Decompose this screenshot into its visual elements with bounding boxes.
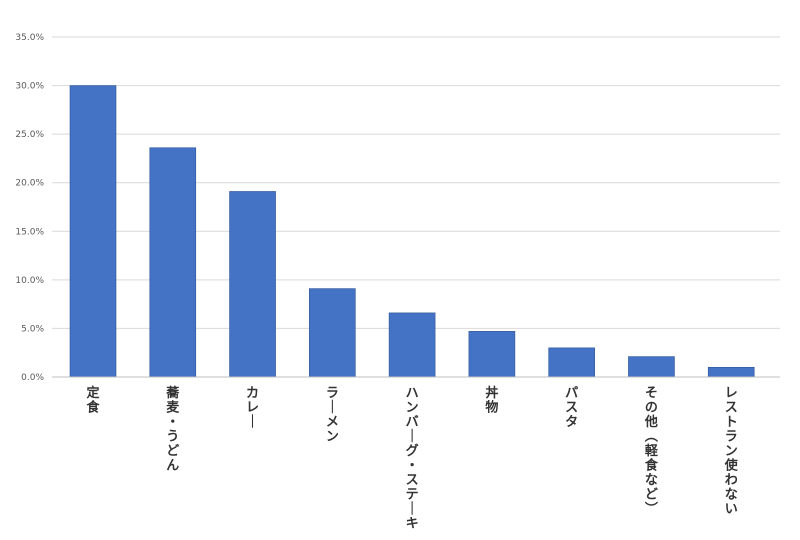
y-tick-label: 30.0% [15,82,44,92]
x-category-label: レストラン使わない [724,386,739,517]
x-category-label: 蕎麦・うどん [165,385,180,474]
x-category-label: パスタ [565,386,578,430]
y-tick-label: 5.0% [21,324,44,334]
bar [149,147,197,378]
y-tick-label: 15.0% [15,227,44,237]
bar [388,312,436,378]
x-category-label: ラ｜メン [326,386,339,445]
y-tick-label: 20.0% [15,179,44,189]
bar [468,331,516,378]
y-tick-label: 25.0% [15,130,44,140]
x-category-label: 定食 [85,385,100,416]
bar [628,356,675,378]
x-category-label: 丼物 [485,385,498,416]
y-axis-ticks: 0.0% 5.0% 10.0% 15.0% 20.0% 25.0% 30.0% 35.0% [15,33,44,383]
bar [309,288,356,378]
x-category-label: カレ｜ [246,386,259,430]
y-tick-label: 10.0% [15,276,44,286]
x-category-label: ハンバ｜グ・ステ｜キ [406,386,419,532]
bars [69,85,755,378]
x-axis-labels: 定食 蕎麦・うどん カレ｜ ラ｜メン ハンバ｜グ・ステ｜キ 丼物 パスタ その他︵軽食など︶ レ… [85,385,738,532]
x-category-label: その他︵軽食など︶ [644,386,659,517]
bar [229,191,276,378]
bar [69,85,117,378]
y-tick-label: 35.0% [15,33,44,43]
bar [548,347,595,378]
bar [707,366,755,378]
y-tick-label: 0.0% [21,373,44,383]
